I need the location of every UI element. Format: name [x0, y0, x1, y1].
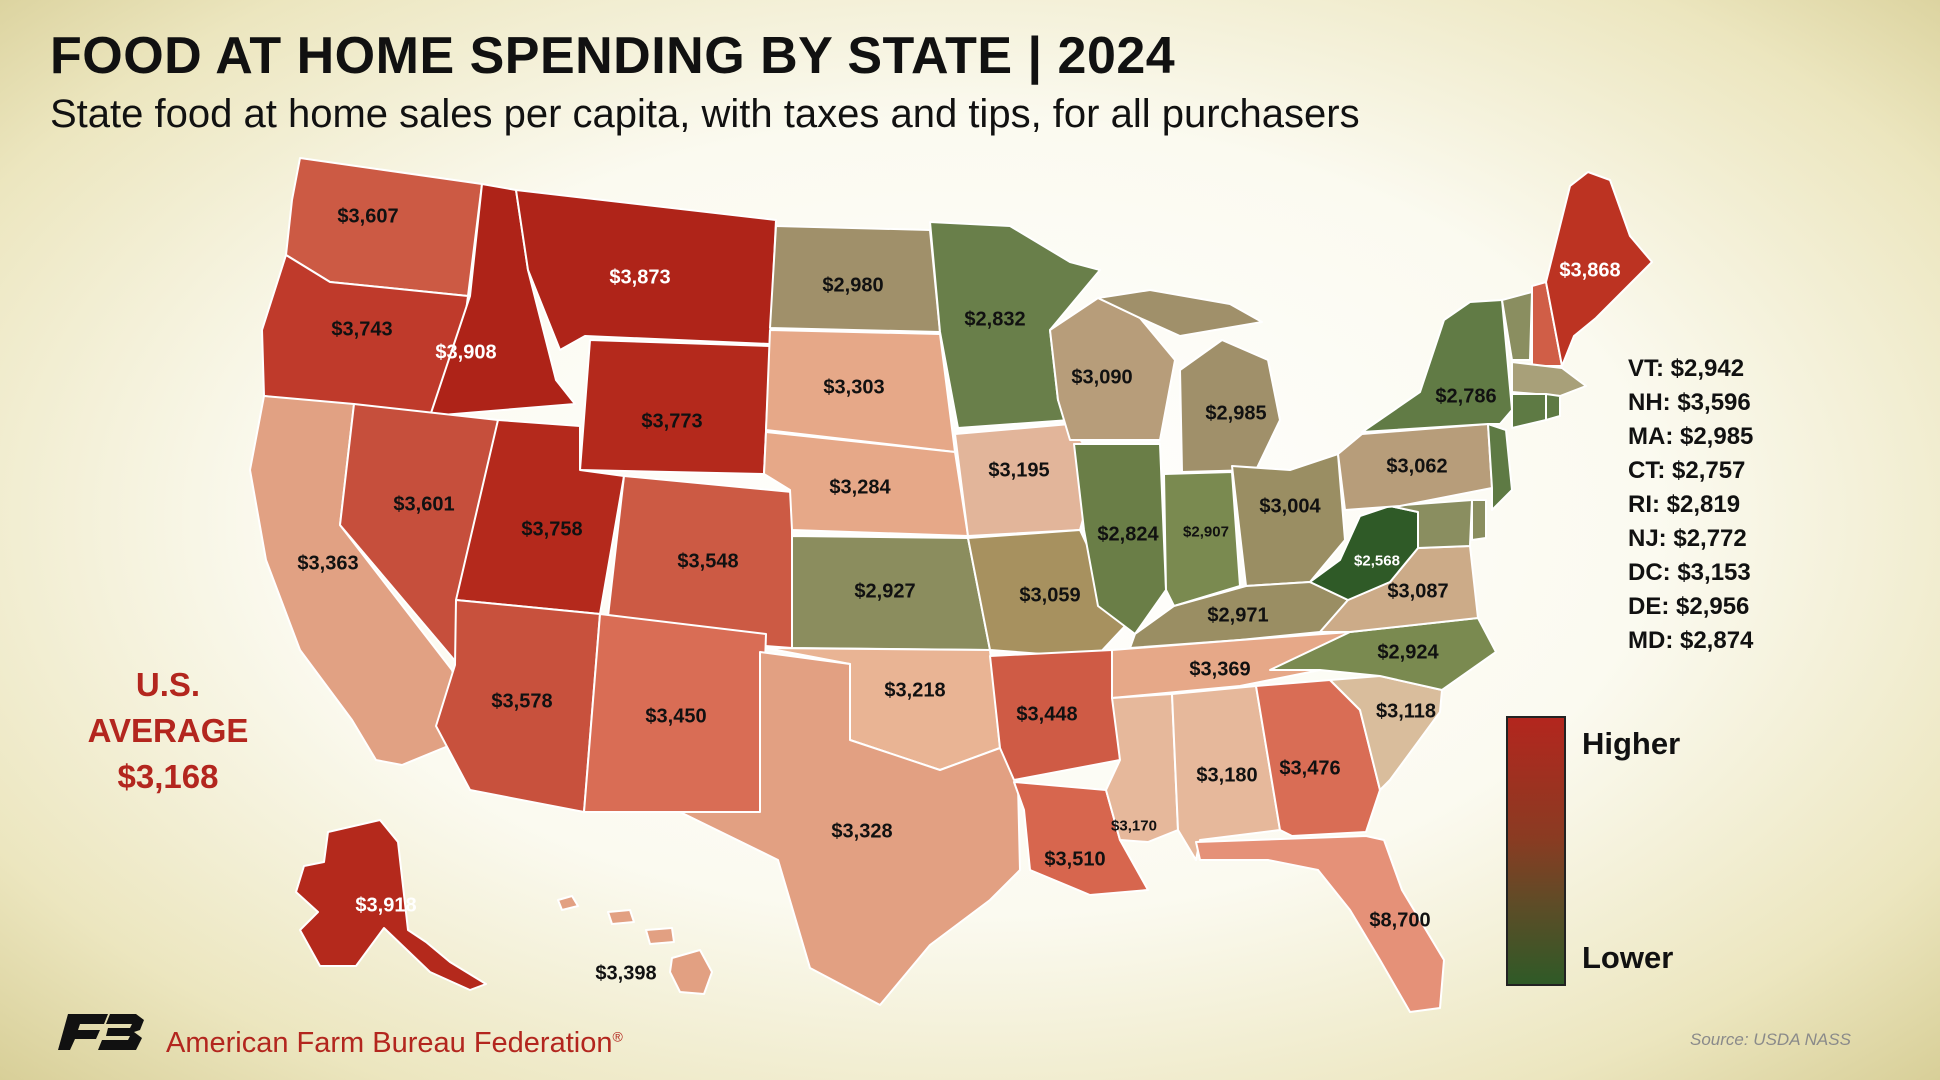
state-ak	[295, 819, 487, 991]
state-oh	[1231, 453, 1346, 587]
state-value-or: $3,743	[331, 318, 393, 341]
organization-name: American Farm Bureau Federation®	[166, 1027, 623, 1060]
map-title: FOOD AT HOME SPENDING BY STATE | 2024	[50, 27, 1176, 85]
state-value-nv: $3,601	[393, 493, 455, 516]
small-state-item: NH: $3,596	[1628, 389, 1751, 416]
state-hi-3	[645, 927, 675, 945]
small-state-item: VT: $2,942	[1628, 355, 1745, 382]
us-average-callout: U.S. AVERAGE $3,168	[88, 662, 249, 800]
legend-gradient-bar	[1506, 716, 1566, 986]
state-value-nm: $3,450	[645, 705, 707, 728]
state-value-ar: $3,448	[1016, 703, 1078, 726]
state-value-mi: $2,985	[1205, 402, 1267, 425]
state-value-co: $3,548	[677, 550, 739, 573]
state-hi-4	[669, 949, 713, 995]
state-value-me: $3,868	[1559, 259, 1621, 282]
state-hi-2	[607, 909, 635, 925]
state-mi-up	[1097, 289, 1263, 337]
state-nj	[1487, 423, 1513, 511]
state-value-ny: $2,786	[1435, 385, 1497, 408]
state-value-az: $3,578	[491, 690, 553, 713]
legend-higher-label: Higher	[1582, 726, 1681, 761]
state-de	[1471, 499, 1487, 541]
state-tx	[663, 651, 1021, 1006]
state-hi-1	[557, 895, 579, 911]
state-value-ak: $3,918	[355, 894, 417, 917]
state-value-al: $3,180	[1196, 764, 1258, 787]
small-state-item: DE: $2,956	[1628, 593, 1750, 620]
state-value-pa: $3,062	[1386, 455, 1448, 478]
state-me	[1545, 171, 1653, 367]
us-average-value: $3,168	[117, 758, 219, 795]
state-value-id: $3,908	[435, 341, 497, 364]
state-value-wv: $2,568	[1354, 552, 1400, 570]
small-state-item: CT: $2,757	[1628, 457, 1746, 484]
state-value-nd: $2,980	[822, 274, 884, 297]
state-value-sd: $3,303	[823, 376, 885, 399]
state-md	[1389, 499, 1473, 549]
registered-mark: ®	[612, 1028, 623, 1045]
state-value-va: $3,087	[1387, 580, 1449, 603]
state-value-tn: $3,369	[1189, 658, 1251, 681]
state-vt	[1501, 291, 1533, 361]
state-value-tx: $3,328	[831, 820, 893, 843]
state-ne	[763, 431, 969, 537]
state-value-ne: $3,284	[829, 476, 891, 499]
state-value-sc: $3,118	[1375, 700, 1437, 723]
state-value-ky: $2,971	[1207, 604, 1269, 627]
small-state-item: MA: $2,985	[1628, 423, 1754, 450]
small-state-item: MD: $2,874	[1628, 627, 1754, 654]
organization-name-text: American Farm Bureau Federation	[166, 1027, 613, 1059]
state-value-wi: $3,090	[1071, 366, 1133, 389]
state-value-hi: $3,398	[595, 962, 657, 985]
state-mo	[967, 529, 1126, 659]
state-mt	[515, 189, 777, 351]
state-value-il: $2,824	[1097, 523, 1159, 546]
us-average-line1: U.S.	[135, 666, 201, 703]
state-value-ia: $3,195	[988, 459, 1050, 482]
state-value-oh: $3,004	[1259, 495, 1321, 518]
state-value-mn: $2,832	[964, 308, 1026, 331]
map-subtitle: State food at home sales per capita, wit…	[50, 92, 1360, 136]
us-average-line2: AVERAGE	[87, 712, 249, 749]
state-value-wy: $3,773	[641, 410, 703, 433]
small-states-list: VT: $2,942 NH: $3,596 MA: $2,985 CT: $2,757…	[1628, 352, 1753, 658]
state-value-ks: $2,927	[854, 580, 916, 603]
state-fl	[1195, 835, 1445, 1013]
state-value-ms: $3,170	[1111, 817, 1157, 835]
state-wy	[579, 339, 771, 475]
source-note: Source: USDA NASS	[1690, 1030, 1851, 1049]
state-mi	[1179, 339, 1281, 473]
state-value-ga: $3,476	[1279, 757, 1341, 780]
farm-bureau-fb-logo-icon	[58, 1014, 144, 1050]
state-ri	[1545, 393, 1561, 421]
small-state-item: NJ: $2,772	[1628, 525, 1747, 552]
state-ma	[1511, 361, 1587, 397]
state-value-la: $3,510	[1044, 848, 1106, 871]
state-value-in: $2,907	[1183, 523, 1229, 541]
state-ct	[1511, 393, 1547, 429]
small-state-item: DC: $3,153	[1628, 559, 1751, 586]
legend-lower-label: Lower	[1582, 940, 1674, 975]
state-ar	[989, 649, 1121, 781]
state-value-ok: $3,218	[884, 679, 946, 702]
state-ny	[1361, 299, 1513, 433]
state-value-ut: $3,758	[521, 518, 583, 541]
state-value-wa: $3,607	[337, 205, 399, 228]
small-state-item: RI: $2,819	[1628, 491, 1741, 518]
state-value-nc: $2,924	[1377, 641, 1439, 664]
state-value-mt: $3,873	[609, 266, 671, 289]
state-value-mo: $3,059	[1019, 584, 1081, 607]
state-value-ca: $3,363	[297, 552, 359, 575]
state-value-fl: $8,700	[1369, 909, 1431, 932]
